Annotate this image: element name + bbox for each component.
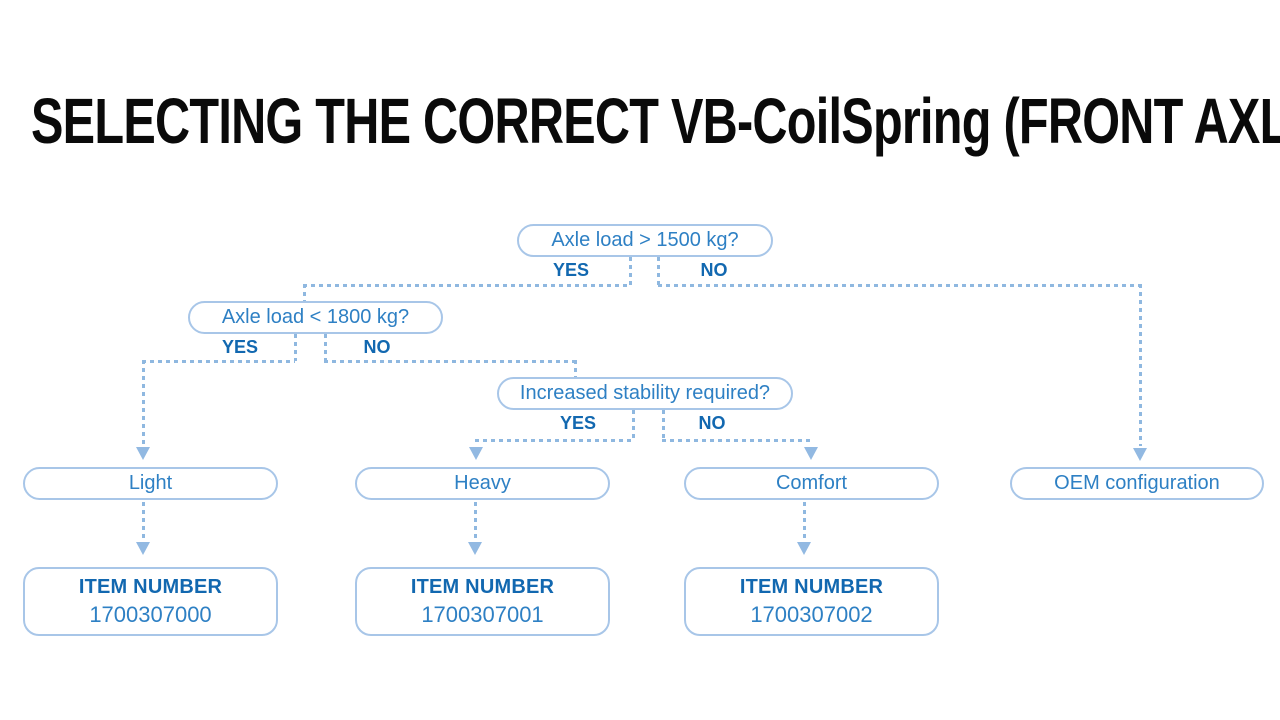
node-result-comfort: Comfort (684, 467, 939, 500)
node-result-heavy: Heavy (355, 467, 610, 500)
item-number-value-heavy: 1700307001 (421, 601, 544, 627)
branch-label-q3-yes: YES (559, 413, 597, 433)
arrow-down-icon (797, 542, 811, 555)
item-number-label: ITEM NUMBER (78, 575, 223, 598)
node-question-axle-load-1800: Axle load < 1800 kg? (188, 301, 443, 334)
item-box-heavy: ITEM NUMBER 1700307001 (355, 567, 610, 636)
connector-q1-yes-stub (629, 257, 632, 285)
arrow-down-icon (136, 542, 150, 555)
connector-q1-yes-down (303, 284, 306, 302)
connector-q2-yes-horizontal (142, 360, 295, 363)
node-result-oem-configuration: OEM configuration (1010, 467, 1264, 500)
branch-label-q1-no: NO (700, 260, 728, 280)
node-result-light-label: Light (128, 472, 173, 494)
arrow-down-icon (468, 542, 482, 555)
arrow-down-icon (804, 447, 818, 460)
connector-q3-no-horizontal (662, 439, 812, 442)
connector-q1-no-stub (657, 257, 660, 285)
node-result-comfort-label: Comfort (775, 472, 848, 494)
item-number-value-light: 1700307000 (89, 601, 212, 627)
node-question-axle-load-1500-label: Axle load > 1500 kg? (551, 229, 739, 251)
connector-q2-no-stub (324, 334, 327, 361)
node-question-axle-load-1800-label: Axle load < 1800 kg? (221, 306, 410, 328)
branch-label-q1-yes: YES (552, 260, 590, 280)
connector-q2-no-horizontal (324, 360, 576, 363)
item-box-comfort: ITEM NUMBER 1700307002 (684, 567, 939, 636)
connector-q3-yes-horizontal (475, 439, 633, 442)
arrow-down-icon (1133, 448, 1147, 461)
node-question-axle-load-1500: Axle load > 1500 kg? (517, 224, 773, 257)
connector-q3-no-stub (662, 410, 665, 440)
connector-q2-no-down (574, 360, 577, 377)
branch-label-q2-no: NO (363, 337, 391, 357)
branch-label-q2-yes: YES (221, 337, 259, 357)
connector-heavy-item (474, 502, 477, 540)
page-title: SELECTING THE CORRECT VB-CoilSpring (FRO… (31, 85, 1280, 157)
branch-label-q3-no: NO (698, 413, 726, 433)
connector-q1-no-horizontal (658, 284, 1141, 287)
node-result-heavy-label: Heavy (454, 472, 511, 494)
connector-q1-yes-horizontal (303, 284, 630, 287)
item-box-light: ITEM NUMBER 1700307000 (23, 567, 278, 636)
connector-light-item (142, 502, 145, 540)
node-result-light: Light (23, 467, 278, 500)
connector-q1-no-down-oem (1139, 284, 1142, 446)
connector-q2-yes-stub (294, 334, 297, 361)
arrow-down-icon (136, 447, 150, 460)
connector-q3-yes-stub (632, 410, 635, 440)
connector-q2-yes-down-light (142, 360, 145, 445)
node-question-stability-label: Increased stability required? (519, 382, 771, 404)
item-number-label: ITEM NUMBER (410, 575, 555, 598)
node-result-oem-configuration-label: OEM configuration (1054, 472, 1220, 494)
arrow-down-icon (469, 447, 483, 460)
item-number-value-comfort: 1700307002 (750, 601, 873, 627)
node-question-stability: Increased stability required? (497, 377, 793, 410)
item-number-label: ITEM NUMBER (739, 575, 884, 598)
connector-comfort-item (803, 502, 806, 540)
